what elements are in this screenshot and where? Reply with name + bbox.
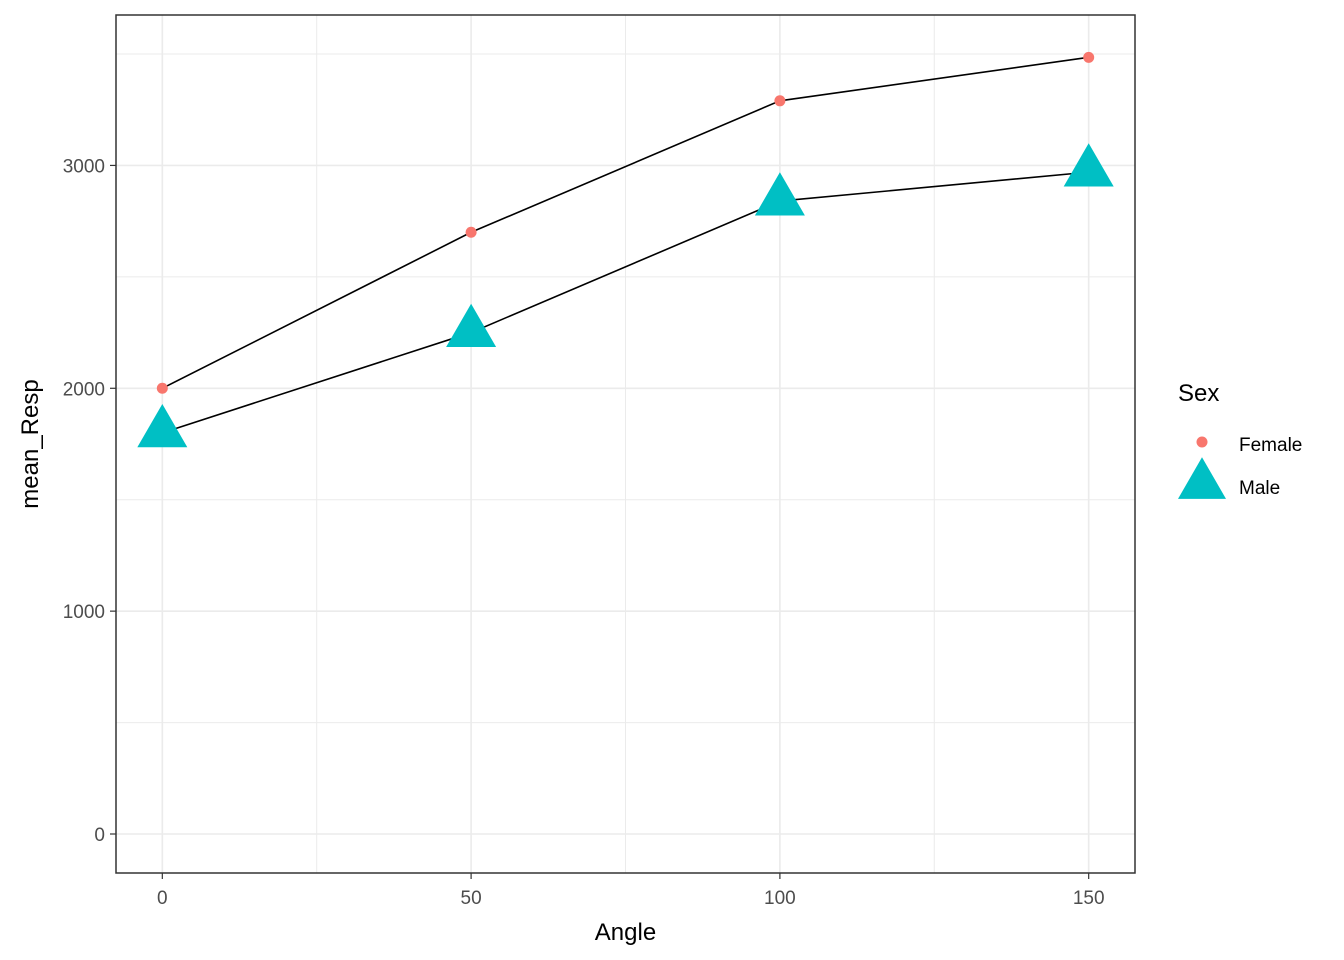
plot-border — [115, 14, 1136, 874]
data-point-male — [446, 303, 497, 348]
data-point-female — [156, 382, 168, 394]
series-line-male — [162, 171, 1089, 434]
legend: Sex Female Male — [1178, 380, 1302, 499]
data-point-male — [137, 403, 188, 448]
major-gridlines — [116, 15, 1135, 873]
series-line-female — [161, 56, 1089, 389]
series-lines — [161, 56, 1089, 434]
legend-items: Female Male — [1178, 435, 1302, 499]
data-point-female — [774, 95, 786, 107]
legend-key-female — [1196, 436, 1208, 448]
data-point-male — [754, 172, 805, 216]
x-tick-label: 0 — [157, 888, 168, 909]
y-tick-label: 1000 — [63, 602, 105, 623]
x-tick-label: 150 — [1073, 888, 1105, 909]
data-point-female — [1083, 51, 1095, 63]
y-axis-title: mean_Resp — [17, 379, 44, 508]
legend-label-female: Female — [1239, 435, 1302, 456]
x-tick-label: 100 — [764, 888, 796, 909]
data-point-male — [1063, 143, 1114, 187]
y-tick-label: 3000 — [63, 156, 105, 177]
minor-gridlines — [116, 15, 1135, 873]
series-points — [137, 51, 1114, 448]
legend-title: Sex — [1178, 380, 1219, 407]
legend-key-male — [1178, 457, 1226, 499]
y-tick-label: 0 — [94, 825, 105, 846]
data-point-female — [465, 226, 477, 238]
x-axis: 0 50 100 150 — [157, 873, 1105, 909]
y-axis: 0 1000 2000 3000 — [63, 156, 116, 846]
x-tick-label: 50 — [461, 888, 482, 909]
x-axis-title: Angle — [595, 919, 656, 946]
legend-label-male: Male — [1239, 478, 1280, 499]
y-tick-label: 2000 — [63, 379, 105, 400]
